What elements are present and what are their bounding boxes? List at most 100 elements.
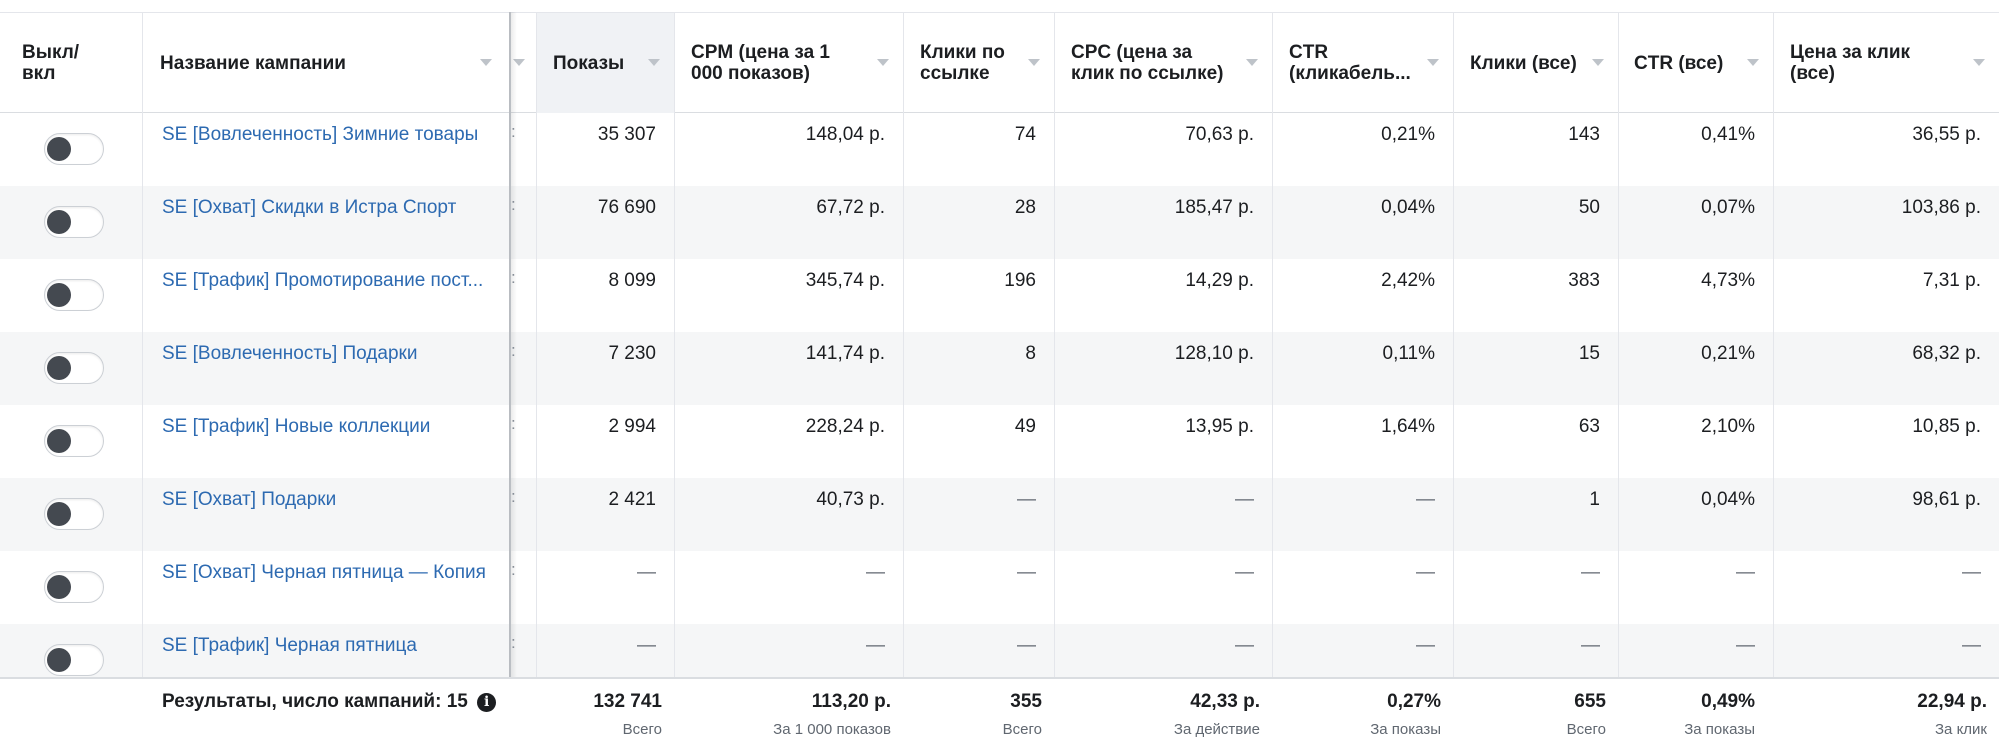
column-header-link-clicks[interactable]: Клики по ссылке — [903, 13, 1054, 113]
total-value: 0,27% — [1387, 691, 1441, 712]
cell-ctr-all: 0,04% — [1701, 489, 1755, 510]
column-header-name[interactable]: Название кампании — [143, 13, 509, 113]
campaign-name-link[interactable]: SE [Охват] Скидки в Истра Спорт — [162, 197, 457, 218]
column-header-impressions[interactable]: Показы — [537, 13, 674, 113]
campaign-name-link[interactable]: SE [Трафик] Промотирование пост... — [162, 270, 484, 291]
column-header-cost-per-click-label: Цена за клик (все) — [1790, 42, 1911, 84]
sort-caret-icon[interactable] — [1747, 59, 1759, 66]
total-link-clicks: 355 Всего — [903, 679, 1054, 753]
campaign-name-link[interactable]: SE [Трафик] Черная пятница — [162, 635, 417, 656]
sort-caret-icon[interactable] — [877, 59, 889, 66]
sort-caret-icon[interactable] — [1246, 59, 1258, 66]
cell-link-clicks: 8 — [1025, 343, 1036, 364]
table-row[interactable]: SE [Трафик] Новые коллекции: 2 994 228,24 … — [0, 405, 1999, 478]
cell-cpm: 40,73 р. — [816, 489, 885, 510]
sort-caret-icon[interactable] — [1973, 59, 1985, 66]
cell-cost-per-click: 98,61 р. — [1912, 489, 1981, 510]
column-header-ctr[interactable]: CTR (кликабель... — [1272, 13, 1453, 113]
sort-caret-icon[interactable] — [1028, 59, 1040, 66]
cell-ctr: 2,42% — [1381, 270, 1435, 291]
cell-cpm: 148,04 р. — [805, 124, 885, 145]
toggle-switch-icon[interactable] — [44, 425, 104, 457]
cell-impressions: 8 099 — [608, 270, 656, 291]
cell-ctr: 0,11% — [1382, 343, 1435, 364]
toggle-switch-icon[interactable] — [44, 644, 104, 676]
info-icon[interactable]: i — [477, 693, 497, 712]
column-header-cost-per-click[interactable]: Цена за клик (все) — [1773, 13, 1999, 113]
cell-ctr-all: — — [1736, 635, 1755, 656]
sort-caret-icon[interactable] — [1592, 59, 1604, 66]
toggle-switch-icon[interactable] — [44, 279, 104, 311]
toggle-switch-icon[interactable] — [44, 571, 104, 603]
cell-cpm: 141,74 р. — [805, 343, 885, 364]
column-header-collapsed[interactable] — [509, 13, 537, 113]
cell-cpc: 185,47 р. — [1174, 197, 1254, 218]
column-header-cpc[interactable]: CPC (цена за клик по ссылке) — [1054, 13, 1272, 113]
campaign-name-link[interactable]: SE [Вовлеченность] Подарки — [162, 343, 418, 364]
cell-link-clicks: 28 — [1014, 197, 1036, 218]
total-caption: За действие — [1173, 721, 1260, 738]
toggle-switch-icon[interactable] — [44, 133, 104, 165]
cell-link-clicks: 49 — [1014, 416, 1036, 437]
toggle-knob — [47, 502, 71, 526]
table-row[interactable]: SE [Охват] Подарки: 2 421 40,73 р. — — — 1 0,04… — [0, 478, 1999, 551]
cell-clicks-all: 1 — [1589, 489, 1600, 510]
toggle-switch-icon[interactable] — [44, 498, 104, 530]
truncated-column-indicator: : — [511, 195, 516, 215]
toggle-knob — [47, 575, 71, 599]
sort-caret-icon[interactable] — [1427, 59, 1439, 66]
column-header-impressions-label: Показы — [553, 52, 625, 74]
cell-impressions: 35 307 — [597, 124, 656, 145]
toggle-switch-icon[interactable] — [44, 352, 104, 384]
toggle-switch-icon[interactable] — [44, 206, 104, 238]
cell-cpm: — — [866, 562, 885, 583]
toggle-knob — [47, 283, 71, 307]
table-row[interactable]: SE [Вовлеченность] Зимние товары: 35 307 1… — [0, 113, 1999, 186]
cell-cost-per-click: 7,31 р. — [1922, 270, 1981, 291]
cell-clicks-all: — — [1581, 635, 1600, 656]
table-row[interactable]: SE [Охват] Черная пятница — Копия: — — — — — —… — [0, 551, 1999, 624]
cell-ctr-all: 0,21% — [1701, 343, 1755, 364]
results-summary-label: Результаты, число кампаний: 15 i — [162, 691, 497, 713]
cell-ctr: — — [1416, 489, 1435, 510]
toggle-knob — [47, 356, 71, 380]
column-divider — [1272, 12, 1273, 753]
campaign-name-link[interactable]: SE [Охват] Подарки — [162, 489, 337, 510]
cell-cost-per-click: 36,55 р. — [1912, 124, 1981, 145]
column-header-cpm[interactable]: CPM (цена за 1 000 показов) — [674, 13, 903, 113]
cell-cpc: — — [1235, 489, 1254, 510]
column-divider — [674, 12, 675, 753]
table-row[interactable]: SE [Трафик] Промотирование пост...: 8 099… — [0, 259, 1999, 332]
total-clicks-all: 655 Всего — [1453, 679, 1618, 753]
cell-ctr: 1,64% — [1381, 416, 1435, 437]
column-header-ctr-all[interactable]: CTR (все) — [1618, 13, 1773, 113]
cell-cpm: 228,24 р. — [805, 416, 885, 437]
sort-caret-icon[interactable] — [480, 59, 492, 66]
truncated-column-indicator: : — [511, 341, 516, 361]
cell-ctr-all: 0,41% — [1701, 124, 1755, 145]
table-row[interactable]: SE [Вовлеченность] Подарки: 7 230 141,74 р… — [0, 332, 1999, 405]
total-value: 655 — [1574, 691, 1606, 712]
frozen-column-divider — [509, 12, 511, 753]
sort-caret-icon[interactable] — [513, 59, 525, 66]
total-cost-per-click: 22,94 р. За клик — [1773, 679, 1999, 753]
total-cpm: 113,20 р. За 1 000 показов — [674, 679, 903, 753]
cell-cpm: — — [866, 635, 885, 656]
cell-ctr: — — [1416, 562, 1435, 583]
column-header-clicks-all[interactable]: Клики (все) — [1453, 13, 1618, 113]
column-divider — [1618, 12, 1619, 753]
campaign-name-link[interactable]: SE [Трафик] Новые коллекции — [162, 416, 431, 437]
truncated-column-indicator: : — [511, 414, 516, 434]
cell-impressions: 2 421 — [608, 489, 656, 510]
cell-cpc: 14,29 р. — [1185, 270, 1254, 291]
campaign-name-link[interactable]: SE [Охват] Черная пятница — Копия — [162, 562, 486, 583]
table-row[interactable]: SE [Охват] Скидки в Истра Спорт: 76 690 67… — [0, 186, 1999, 259]
truncated-column-indicator: : — [511, 487, 516, 507]
column-header-toggle[interactable]: Выкл/ вкл — [4, 13, 142, 113]
cell-clicks-all: 143 — [1568, 124, 1600, 145]
campaign-name-link[interactable]: SE [Вовлеченность] Зимние товары — [162, 124, 479, 145]
sort-caret-icon[interactable] — [648, 59, 660, 66]
cell-cpc: 13,95 р. — [1185, 416, 1254, 437]
column-header-clicks-all-label: Клики (все) — [1470, 52, 1577, 74]
cell-cpc: 70,63 р. — [1185, 124, 1254, 145]
